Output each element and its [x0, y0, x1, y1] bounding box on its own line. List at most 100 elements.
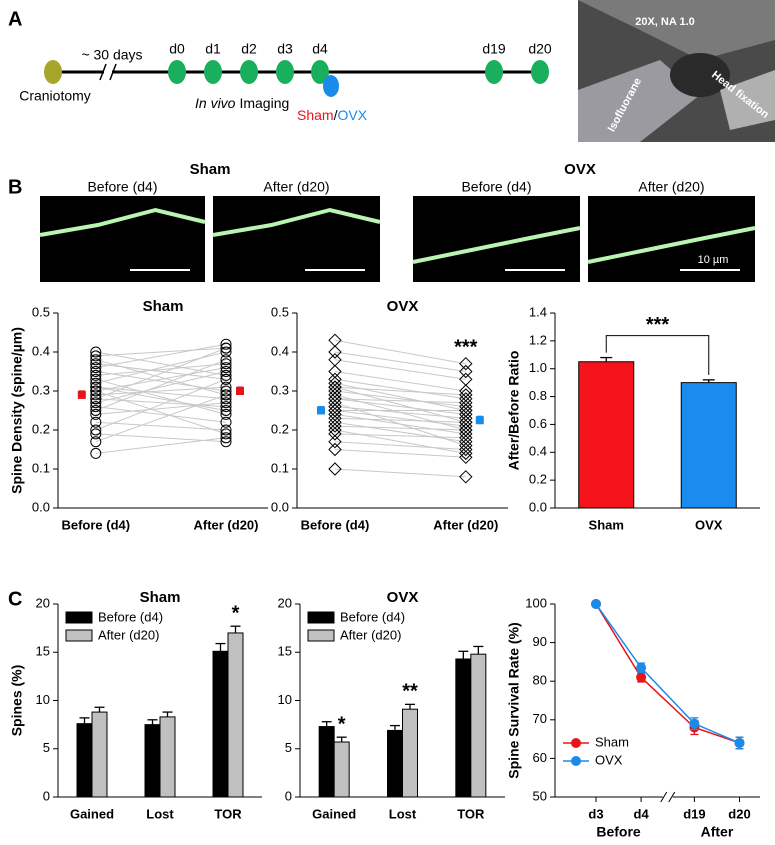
- y-tick-label: 0.1: [32, 460, 50, 475]
- bar: [402, 708, 418, 798]
- y-axis-label: Spine Survival Rate (%): [506, 622, 522, 778]
- y-tick-label: 0.2: [271, 421, 289, 436]
- pair-line: [334, 339, 466, 365]
- y-tick-label: 1.2: [529, 332, 547, 347]
- data-point: [459, 364, 473, 379]
- data-point: [90, 362, 102, 374]
- imaging-day-dot: [311, 60, 329, 84]
- legend-label: Before (d4): [340, 609, 405, 624]
- y-tick-label: 10: [278, 692, 292, 707]
- pair-line: [334, 402, 466, 447]
- imaging-text: Imaging: [239, 95, 289, 111]
- photo-label: 20X, NA 1.0: [635, 16, 695, 28]
- treatment-label: Sham/OVX: [297, 107, 368, 123]
- imaging-label: In vivo Imaging: [195, 95, 289, 111]
- x-tick-label: d3: [588, 806, 603, 821]
- pair-line: [95, 363, 227, 376]
- data-point: [220, 405, 232, 416]
- data-point: [328, 442, 342, 457]
- significance: **: [402, 681, 418, 703]
- micrograph: [588, 196, 755, 282]
- pair-line: [334, 433, 466, 439]
- data-point: [459, 399, 473, 414]
- timeline-label: Craniotomy: [19, 88, 91, 104]
- data-point: [90, 350, 102, 362]
- pair-line: [95, 351, 227, 376]
- significance: ***: [454, 336, 478, 358]
- data-point: [220, 381, 232, 393]
- data-point: [90, 428, 102, 440]
- bar: [76, 723, 93, 798]
- data-point: [220, 342, 232, 354]
- data-point: [220, 369, 232, 381]
- day-label: d0: [169, 41, 185, 57]
- treatment-sham: Sham: [297, 107, 334, 123]
- data-point: [328, 372, 342, 387]
- data-point: [459, 384, 473, 398]
- x-tick-label: OVX: [695, 517, 723, 532]
- y-tick-label: 0.2: [529, 472, 547, 487]
- pair-line: [95, 406, 227, 423]
- pair-line: [95, 363, 227, 380]
- pair-line: [334, 371, 466, 392]
- pair-line: [334, 378, 466, 400]
- legend-swatch: [65, 611, 93, 624]
- data-point: [90, 346, 102, 358]
- pair-line: [95, 398, 227, 408]
- pair-line: [95, 347, 227, 400]
- chart-title: Sham: [140, 589, 181, 606]
- data-point: [90, 447, 102, 459]
- data-point: [328, 333, 342, 348]
- bar: [159, 716, 176, 798]
- chart-title: OVX: [387, 589, 419, 606]
- image-caption: After (d20): [263, 179, 329, 195]
- y-tick-label: 20: [278, 595, 292, 610]
- pair-line: [95, 394, 227, 443]
- pair-line: [95, 386, 227, 400]
- y-tick-label: 90: [533, 634, 547, 649]
- x-tick-label: Lost: [146, 806, 174, 821]
- data-point: [90, 408, 102, 420]
- imaging-day-dot: [531, 60, 549, 84]
- axis-break: [109, 63, 117, 81]
- x-tick-label: Gained: [70, 806, 114, 821]
- data-point: [591, 599, 601, 609]
- craniotomy-dot: [44, 60, 62, 84]
- bar: [470, 653, 487, 798]
- y-tick-label: 1.4: [529, 304, 547, 319]
- x-tick-label: TOR: [457, 806, 485, 821]
- pair-line: [95, 402, 227, 415]
- pair-line: [95, 343, 227, 369]
- legend-marker: [571, 756, 581, 766]
- data-point: [220, 401, 232, 413]
- day-label: d1: [205, 41, 221, 57]
- y-axis-label: Spines (%): [9, 665, 25, 737]
- group-title: OVX: [564, 161, 596, 178]
- micrograph: [413, 196, 580, 282]
- data-point: [328, 345, 342, 359]
- data-point: [636, 662, 647, 673]
- pair-line: [95, 359, 227, 396]
- data-point: [459, 423, 473, 437]
- y-tick-label: 0: [43, 788, 50, 803]
- panel-label: C: [8, 588, 22, 610]
- pair-line: [334, 359, 466, 380]
- data-point: [459, 446, 473, 461]
- significance: *: [232, 602, 240, 624]
- imaging-day-dot: [168, 60, 186, 84]
- data-point: [459, 434, 473, 449]
- pair-line: [95, 371, 227, 392]
- axis-break: [662, 793, 673, 801]
- data-point: [220, 389, 232, 401]
- data-point: [220, 385, 232, 397]
- x-tick-label: d20: [728, 806, 750, 821]
- data-point: [90, 358, 102, 370]
- pair-line: [95, 433, 227, 443]
- x-group-label: After: [701, 824, 734, 840]
- series-line: [595, 603, 740, 744]
- image-caption: Before (d4): [461, 179, 531, 195]
- pair-line: [334, 410, 466, 427]
- chart-title: OVX: [387, 298, 419, 315]
- data-point: [220, 338, 232, 350]
